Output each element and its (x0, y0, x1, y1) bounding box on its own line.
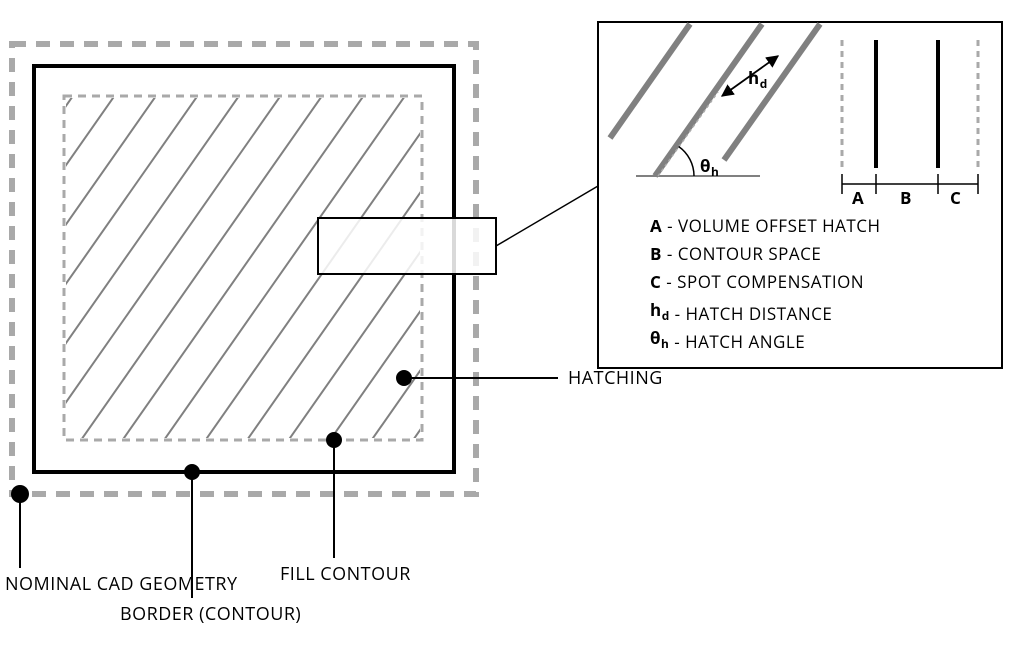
callout-label: HATCHING (568, 366, 663, 390)
detail-connector-line (496, 186, 598, 246)
callout-label: FILL CONTOUR (280, 562, 411, 586)
diagram-root: NOMINAL CAD GEOMETRY BORDER (CONTOUR) FILL… (0, 0, 1024, 649)
svg-text:B: B (900, 186, 912, 209)
legend-item: B - CONTOUR SPACE (650, 242, 821, 265)
legend-item: C - SPOT COMPENSATION (650, 270, 864, 293)
magnifier-rectangle (318, 218, 496, 274)
legend-item: θh - HATCH ANGLE (650, 326, 805, 353)
callout-label: BORDER (CONTOUR) (120, 602, 301, 626)
legend-item: A - VOLUME OFFSET HATCH (650, 214, 881, 237)
callout-label: NOMINAL CAD GEOMETRY (5, 572, 238, 596)
svg-text:A: A (852, 186, 864, 209)
svg-text:C: C (950, 186, 961, 209)
callout-group: NOMINAL CAD GEOMETRY BORDER (CONTOUR) FILL… (5, 366, 663, 626)
legend-item: hd - HATCH DISTANCE (650, 298, 832, 325)
